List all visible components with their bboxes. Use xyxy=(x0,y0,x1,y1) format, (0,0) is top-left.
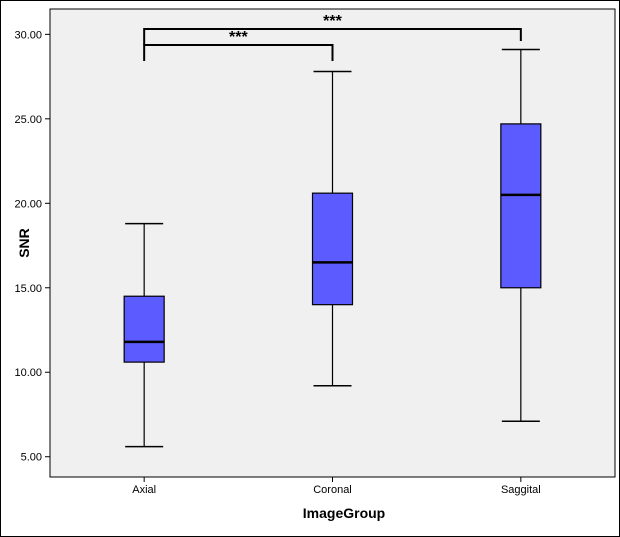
x-tick-label: Axial xyxy=(132,484,156,496)
significance-label: *** xyxy=(323,13,342,30)
y-tick-label: 10.00 xyxy=(14,367,42,379)
y-axis-title: SNR xyxy=(16,228,32,258)
y-tick-label: 15.00 xyxy=(14,283,42,295)
x-tick-label: Coronal xyxy=(313,484,352,496)
x-axis-title: ImageGroup xyxy=(303,505,385,521)
box-axial xyxy=(123,295,165,363)
y-tick-label: 20.00 xyxy=(14,198,42,210)
x-axis: Axial Coronal Saggital xyxy=(132,477,541,496)
significance-bracket xyxy=(143,44,334,61)
significance-label: *** xyxy=(229,29,248,46)
y-tick-label: 5.00 xyxy=(21,452,42,464)
y-axis: 5.00 10.00 15.00 20.00 25.00 30.00 xyxy=(14,29,50,464)
x-tick-label: Saggital xyxy=(501,484,541,496)
significance-bracket xyxy=(143,28,522,45)
y-tick-label: 30.00 xyxy=(14,29,42,41)
box-saggital xyxy=(500,123,542,289)
box-coronal xyxy=(311,192,354,306)
y-tick-label: 25.00 xyxy=(14,114,42,126)
boxes-group xyxy=(123,48,542,448)
significance-group: *** *** xyxy=(143,13,522,61)
